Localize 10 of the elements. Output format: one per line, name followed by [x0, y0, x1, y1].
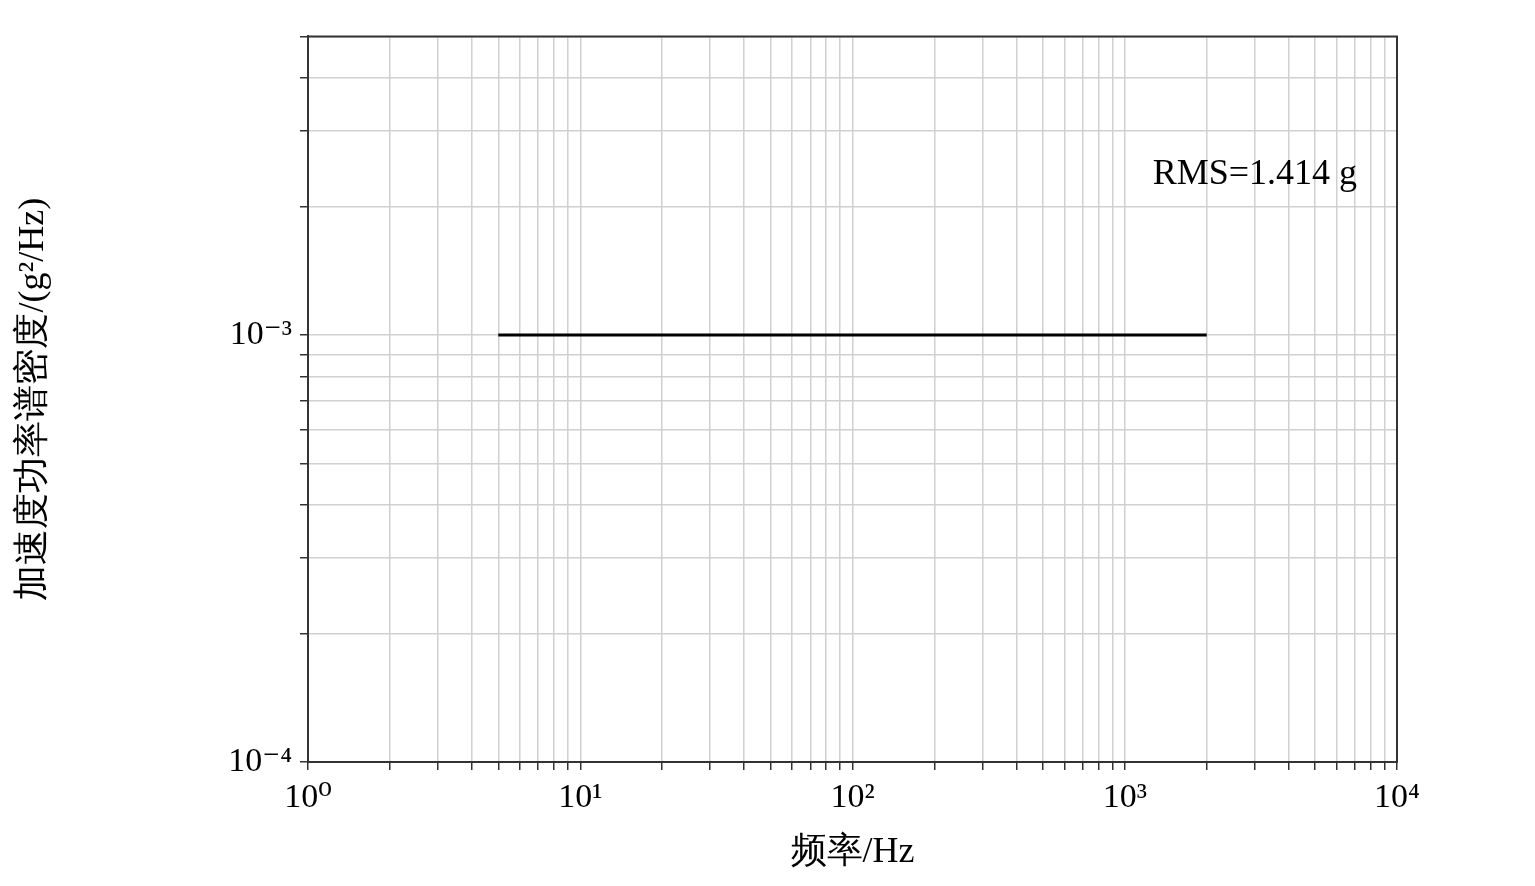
x-tick-label: 10³ — [1102, 777, 1147, 815]
x-tick-label: 10¹ — [558, 777, 603, 815]
x-tick-label: 10² — [830, 777, 875, 815]
x-tick-label: 10⁴ — [1374, 777, 1420, 815]
annotation: RMS=1.414 g — [1152, 151, 1357, 192]
x-tick-label: 10⁰ — [284, 777, 332, 815]
y-axis-title: 加速度功率谱密度/(g²/Hz) — [11, 197, 52, 601]
x-axis-title: 频率/Hz — [790, 829, 915, 870]
y-tick-label: 10⁻³ — [229, 313, 292, 351]
y-tick-label: 10⁻⁴ — [228, 740, 292, 778]
